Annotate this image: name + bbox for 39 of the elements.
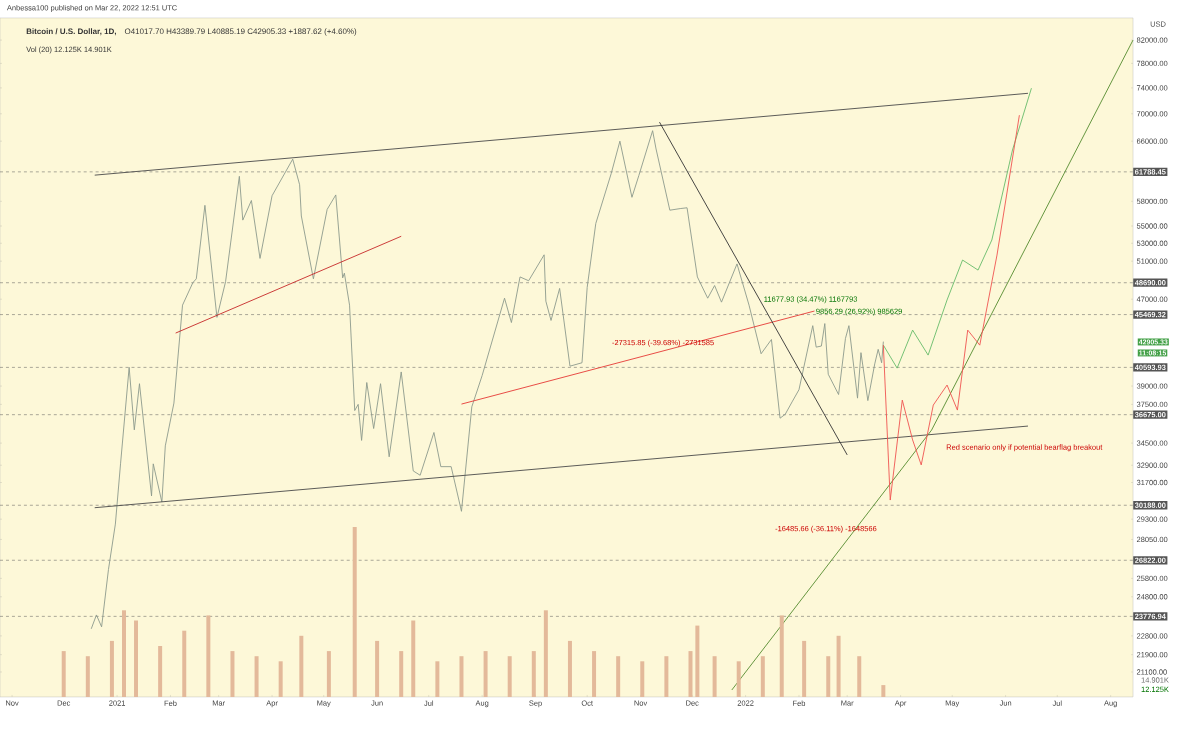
bar bbox=[881, 685, 886, 697]
bar bbox=[857, 656, 862, 697]
bar bbox=[592, 651, 597, 697]
bar bbox=[85, 656, 90, 697]
bar bbox=[640, 661, 645, 697]
bar bbox=[836, 635, 841, 697]
bar bbox=[543, 610, 548, 697]
bar bbox=[760, 656, 765, 697]
bar bbox=[278, 661, 283, 697]
bar bbox=[695, 625, 700, 697]
bar bbox=[61, 651, 66, 697]
bar bbox=[230, 651, 235, 697]
bar bbox=[712, 656, 717, 697]
bar bbox=[826, 656, 831, 697]
bar bbox=[399, 651, 404, 697]
bar bbox=[616, 656, 621, 697]
bar bbox=[483, 651, 488, 697]
bar bbox=[299, 635, 304, 697]
bar bbox=[134, 620, 139, 697]
bar bbox=[531, 651, 536, 697]
bar bbox=[326, 651, 331, 697]
bar bbox=[206, 615, 211, 697]
bar bbox=[375, 640, 380, 697]
bar bbox=[435, 661, 440, 697]
bar bbox=[121, 610, 126, 697]
bar bbox=[567, 640, 572, 697]
bar bbox=[254, 656, 259, 697]
bar bbox=[352, 527, 357, 697]
bar bbox=[802, 640, 807, 697]
bar bbox=[507, 656, 512, 697]
bar bbox=[736, 661, 741, 697]
bar bbox=[688, 651, 693, 697]
bar bbox=[459, 656, 464, 697]
bar bbox=[664, 656, 669, 697]
bar bbox=[182, 630, 187, 697]
bar bbox=[411, 620, 416, 697]
bar bbox=[779, 615, 784, 697]
bar bbox=[158, 646, 163, 697]
bar bbox=[109, 640, 114, 697]
